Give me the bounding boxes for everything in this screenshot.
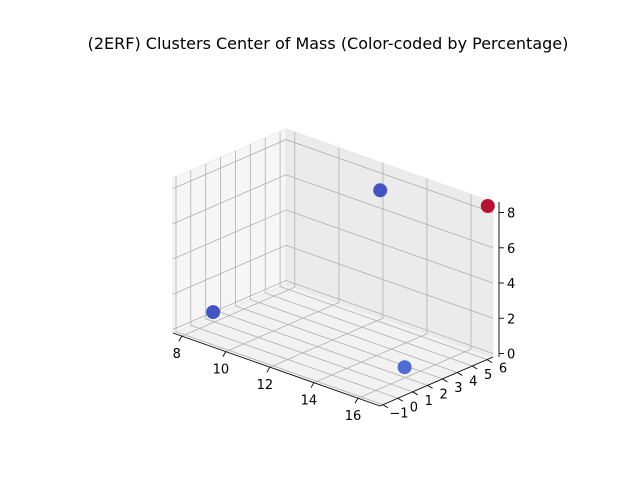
- x-gridline: [357, 194, 472, 399]
- z-tick-label: 8: [507, 207, 515, 222]
- z-gridline: [172, 209, 494, 284]
- z-tick-label: 2: [507, 312, 515, 327]
- y-axis-line: [379, 356, 494, 407]
- y-tick-label: −1: [389, 407, 408, 422]
- x-gridline: [181, 132, 296, 337]
- y-gridline: [220, 157, 428, 386]
- y-tick: [397, 397, 404, 402]
- y-tick: [486, 359, 493, 363]
- z-gridline: [172, 244, 494, 319]
- grid-layer: [172, 131, 494, 406]
- y-gridline: [264, 138, 473, 367]
- x-tick-label: 12: [257, 378, 274, 393]
- x-tick: [222, 351, 227, 357]
- x-tick: [266, 366, 271, 373]
- x-tick-label: 8: [173, 347, 181, 362]
- y-tick: [412, 391, 418, 396]
- data-point: [480, 199, 495, 213]
- data-point: [206, 305, 221, 320]
- data-point: [373, 183, 388, 198]
- x-tick-label: 16: [345, 409, 362, 424]
- x-gridline: [313, 178, 428, 384]
- data-point: [397, 360, 412, 375]
- x-tick-label: 14: [301, 394, 318, 409]
- x-tick-label: 10: [213, 363, 230, 378]
- y-gridline: [234, 150, 443, 380]
- y-tick-label: 0: [410, 400, 418, 415]
- y-tick: [471, 365, 478, 370]
- x-tick: [354, 398, 359, 404]
- y-tick-label: 2: [439, 387, 447, 402]
- y-tick-label: 3: [454, 381, 462, 396]
- x-gridline: [269, 163, 384, 368]
- y-tick-label: 4: [469, 374, 477, 389]
- z-gridline: [172, 174, 494, 249]
- y-gridline: [279, 131, 488, 360]
- chart-title: (2ERF) Clusters Center of Mass (Color-co…: [88, 34, 569, 53]
- y-tick: [382, 404, 389, 409]
- z-tick-label: 0: [507, 347, 515, 362]
- y-gridline: [249, 144, 458, 373]
- x-tick: [310, 382, 315, 388]
- y-tick: [442, 378, 448, 383]
- x-gridline: [225, 147, 340, 352]
- z-tick-label: 6: [507, 242, 515, 257]
- y-tick: [457, 372, 463, 376]
- y-tick-label: 6: [499, 362, 507, 377]
- z-gridline: [172, 139, 494, 213]
- y-tick: [427, 384, 433, 389]
- y-tick-label: 5: [484, 368, 492, 383]
- y-gridline: [205, 163, 413, 393]
- y-gridline: [175, 176, 384, 406]
- z-tick-label: 4: [507, 277, 515, 292]
- y-tick-label: 1: [425, 394, 433, 409]
- x-tick: [178, 335, 183, 342]
- points-layer: [206, 183, 495, 375]
- x-axis-line: [172, 332, 381, 407]
- y-gridline: [190, 170, 398, 399]
